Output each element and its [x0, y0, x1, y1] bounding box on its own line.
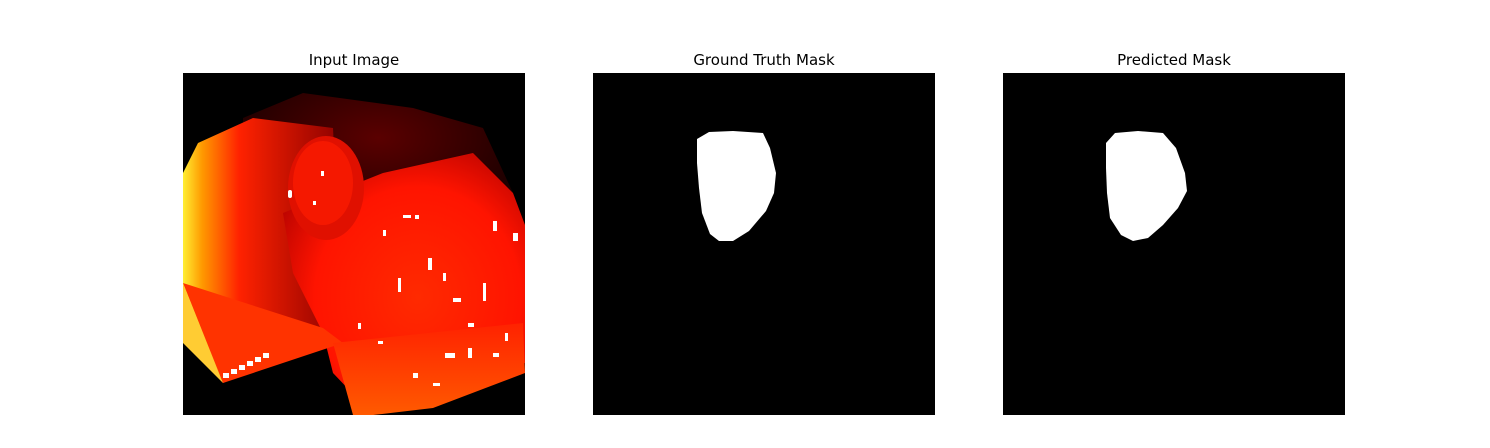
predicted-mask-image [1003, 73, 1345, 415]
predicted-mask-title: Predicted Mask [1117, 51, 1231, 69]
predicted-mask-region [1106, 131, 1187, 241]
ground-truth-mask-region [697, 131, 776, 241]
ground-truth-mask-title: Ground Truth Mask [693, 51, 835, 69]
input-image [183, 73, 525, 415]
ground-truth-mask-image [593, 73, 935, 415]
input-image-title: Input Image [308, 51, 400, 69]
